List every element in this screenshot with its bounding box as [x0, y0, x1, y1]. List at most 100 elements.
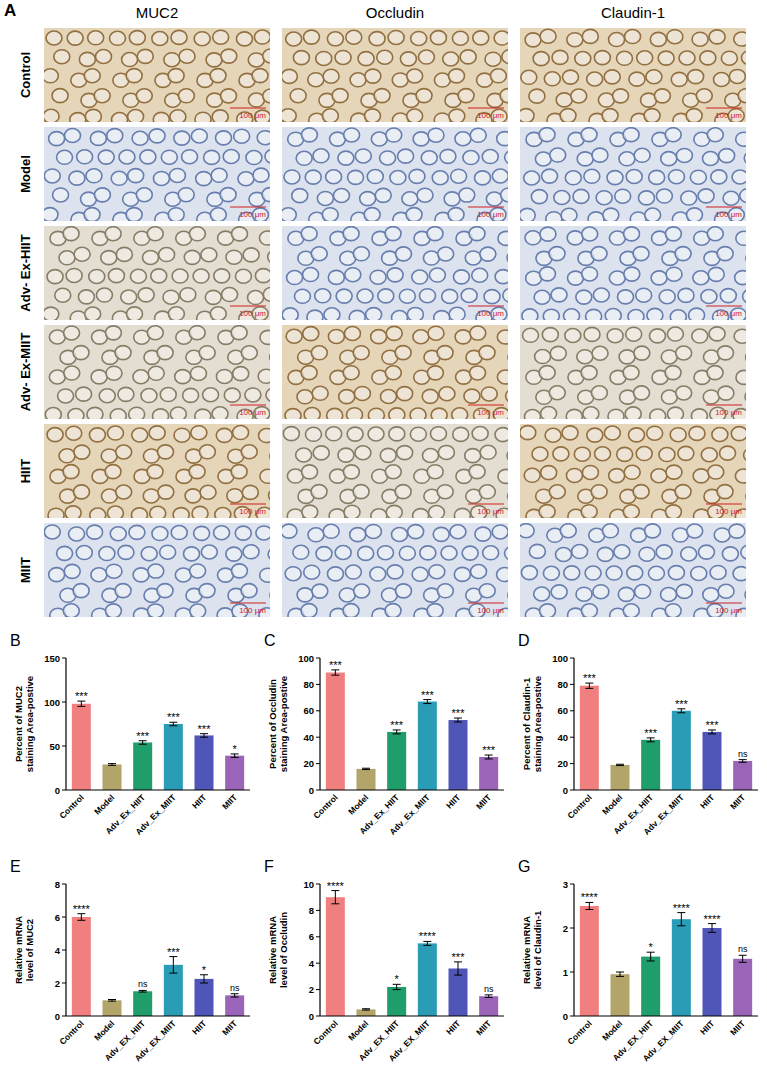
stain-tint [44, 127, 270, 221]
y-tick-label: 0 [55, 1011, 60, 1022]
x-tick-label: Control [57, 1018, 85, 1046]
error-cap [331, 675, 339, 676]
x-tick-label: Control [565, 792, 593, 820]
error-cap [739, 762, 747, 763]
y-axis-title-line: staining Area-postive [532, 676, 543, 772]
y-tick-label: 2 [309, 984, 314, 995]
error-cap [362, 769, 370, 770]
error-bar [139, 990, 147, 992]
panel-letter: C [264, 632, 276, 649]
y-axis [65, 658, 66, 790]
scale-bar [706, 404, 742, 405]
x-tick-label: Control [311, 792, 339, 820]
significance: *** [644, 727, 658, 739]
x-tick-label: Control [311, 1018, 339, 1046]
row-label: Model [18, 155, 33, 193]
error-bar [362, 768, 370, 769]
y-axis-title-line: Percent of MUC2 [13, 686, 24, 762]
scale-bar-label: 100 μm [477, 507, 504, 516]
scale-bar-label: 100 μm [715, 606, 742, 615]
column-header: Occludin [366, 4, 424, 21]
error-cap [362, 1010, 370, 1011]
bar [610, 765, 629, 790]
bar [448, 968, 467, 1016]
scale-bar [230, 503, 266, 504]
scale-bar-label: 100 μm [239, 309, 266, 318]
micrograph [44, 424, 270, 518]
x-tick-label: MIIT [728, 792, 748, 812]
scale-bar-label: 100 μm [715, 210, 742, 219]
error-cap [362, 768, 370, 769]
stain-tint [282, 127, 508, 221]
error-bar [616, 764, 624, 765]
y-tick-label: 40 [557, 732, 568, 743]
error-bar [485, 995, 493, 998]
bar [448, 720, 467, 790]
error-cap [423, 945, 431, 946]
significance: *** [75, 690, 89, 702]
error-cap [739, 759, 747, 760]
scale-bar-label: 100 μm [715, 309, 742, 318]
bar [133, 742, 152, 790]
y-axis-title: Relative mRNAlevel of MUC2 [13, 916, 35, 984]
error-cap [169, 725, 177, 726]
x-tick-label: MIIT [474, 792, 494, 812]
error-cap [485, 997, 493, 998]
significance: *** [421, 689, 435, 701]
micrograph-bg [282, 226, 508, 320]
significance: *** [452, 951, 466, 963]
x-tick-label: Control [57, 792, 85, 820]
micrograph [44, 28, 270, 122]
bar [133, 991, 152, 1016]
error-bar [362, 1009, 370, 1010]
y-tick-label: 80 [557, 679, 568, 690]
error-stem [620, 972, 621, 976]
significance: **** [419, 930, 437, 942]
micrograph [282, 424, 508, 518]
y-axis-title-line: staining Area-postive [278, 676, 289, 772]
bar [733, 959, 752, 1016]
error-bar [647, 952, 655, 961]
significance: *** [675, 698, 689, 710]
micrograph-bg [282, 424, 508, 518]
y-axis [319, 658, 320, 790]
micrograph [520, 523, 746, 617]
error-cap [585, 688, 593, 689]
error-bar [108, 1000, 116, 1002]
y-tick-label: 6 [55, 912, 60, 923]
error-bar [231, 994, 239, 997]
y-tick-label: 2 [55, 978, 60, 989]
error-cap [647, 741, 655, 742]
scale-bar-label: 100 μm [715, 111, 742, 120]
panel-letter: E [10, 858, 21, 875]
significance: *** [390, 719, 404, 731]
y-tick-label: 50 [49, 741, 60, 752]
y-tick-label: 8 [55, 879, 60, 890]
x-tick-label: Control [565, 1018, 593, 1046]
error-cap [393, 733, 401, 734]
y-axis [65, 884, 66, 1016]
error-bar [200, 975, 208, 983]
error-cap [331, 903, 339, 904]
y-axis-title-line: staining Area-postive [24, 676, 35, 772]
scale-bar-label: 100 μm [477, 408, 504, 417]
significance: **** [673, 902, 691, 914]
y-tick-label: 10 [303, 879, 314, 890]
significance: **** [703, 913, 721, 925]
panel-letter: G [518, 858, 530, 875]
significance: ns [230, 983, 240, 993]
scale-bar [706, 602, 742, 603]
error-cap [108, 1001, 116, 1002]
stain-tint [44, 28, 270, 122]
error-bar [739, 760, 747, 763]
y-tick-label: 0 [309, 785, 314, 796]
error-cap [200, 737, 208, 738]
x-tick-label: HIIT [698, 1018, 717, 1037]
significance: **** [581, 891, 599, 903]
bar [387, 987, 406, 1016]
scale-bar [230, 602, 266, 603]
micrograph [44, 325, 270, 419]
x-tick-label: Model [92, 1018, 116, 1042]
significance: *** [706, 719, 720, 731]
stain-tint [282, 523, 508, 617]
